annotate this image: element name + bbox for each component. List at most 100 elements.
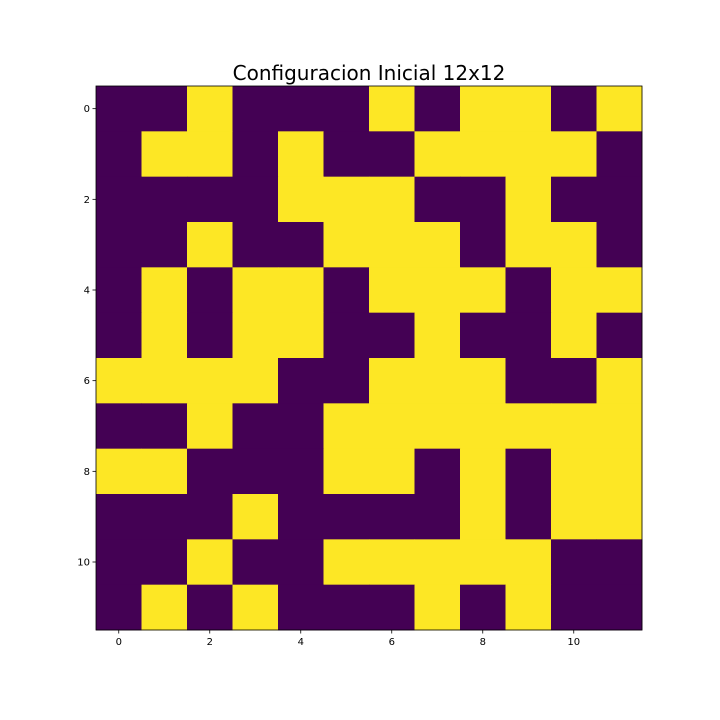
heatmap-cell (596, 494, 643, 540)
heatmap-cell (460, 131, 506, 178)
heatmap-cell (278, 312, 324, 359)
x-tick-label: 6 (389, 637, 395, 648)
x-tick-label: 8 (480, 637, 486, 648)
heatmap-cell (96, 403, 142, 450)
heatmap-cell (414, 86, 461, 132)
heatmap-cell (141, 131, 188, 178)
heatmap-cell (278, 584, 324, 631)
x-tick-label: 0 (116, 637, 122, 648)
heatmap-cell (369, 584, 415, 631)
heatmap-cell (596, 312, 643, 359)
heatmap-cell (141, 222, 188, 268)
heatmap-cell (596, 131, 643, 178)
heatmap-cell (505, 403, 552, 450)
heatmap-cell (323, 312, 370, 359)
heatmap-cell (551, 494, 597, 540)
heatmap-cell (369, 403, 415, 450)
heatmap-cell (460, 448, 506, 495)
heatmap-cell (551, 584, 597, 631)
heatmap-cell (141, 86, 188, 132)
heatmap-cell (323, 86, 370, 132)
heatmap-cell (323, 358, 370, 404)
heatmap-cell (551, 86, 597, 132)
heatmap-cell (551, 448, 597, 495)
heatmap-cell (369, 448, 415, 495)
heatmap-cell (551, 176, 597, 223)
heatmap-cell (369, 222, 415, 268)
heatmap-cell (460, 584, 506, 631)
heatmap-cell (505, 584, 552, 631)
y-tick-label: 8 (84, 467, 90, 478)
chart-title: Configuracion Inicial 12x12 (233, 61, 506, 85)
heatmap-cell (141, 312, 188, 359)
x-tick-label: 4 (298, 637, 304, 648)
heatmap-cell (96, 494, 142, 540)
heatmap-cell (596, 448, 643, 495)
heatmap-cell (141, 176, 188, 223)
heatmap-cell (141, 584, 188, 631)
heatmap-cell (232, 131, 279, 178)
heatmap-cell (96, 312, 142, 359)
x-tick-label: 10 (567, 637, 580, 648)
heatmap-cell (187, 131, 233, 178)
heatmap-cell (505, 86, 552, 132)
heatmap-cell (414, 312, 461, 359)
heatmap-cell (505, 312, 552, 359)
heatmap-cell (551, 131, 597, 178)
heatmap-cell (96, 131, 142, 178)
heatmap-cell (323, 539, 370, 586)
heatmap-cell (551, 312, 597, 359)
y-tick-label: 6 (84, 376, 90, 387)
heatmap-cell (323, 584, 370, 631)
heatmap-cell (596, 222, 643, 268)
plot-frame (95, 85, 643, 631)
heatmap-cell (551, 403, 597, 450)
heatmap-cell (96, 86, 142, 132)
heatmap-cell (323, 176, 370, 223)
heatmap-cell (141, 494, 188, 540)
heatmap-cell (460, 267, 506, 314)
heatmap-cell (187, 494, 233, 540)
heatmap-cell (460, 494, 506, 540)
heatmap-cell (596, 403, 643, 450)
y-tick-label: 0 (84, 104, 90, 115)
heatmap-cell (232, 176, 279, 223)
heatmap-cells (96, 86, 643, 631)
y-axis: 0 2 4 6 8 10 (77, 104, 96, 569)
heatmap-cell (460, 312, 506, 359)
heatmap-cell (596, 539, 643, 586)
heatmap-cell (232, 312, 279, 359)
heatmap-cell (414, 267, 461, 314)
heatmap-cell (596, 358, 643, 404)
heatmap-cell (232, 403, 279, 450)
heatmap-cell (96, 222, 142, 268)
heatmap-cell (232, 584, 279, 631)
heatmap-cell (187, 222, 233, 268)
heatmap-cell (414, 584, 461, 631)
heatmap-cell (278, 539, 324, 586)
heatmap-cell (187, 86, 233, 132)
heatmap-cell (187, 358, 233, 404)
heatmap-cell (505, 131, 552, 178)
heatmap-cell (278, 494, 324, 540)
heatmap-cell (232, 448, 279, 495)
heatmap-cell (232, 539, 279, 586)
heatmap-cell (278, 358, 324, 404)
heatmap-cell (596, 176, 643, 223)
heatmap-cell (505, 222, 552, 268)
heatmap-cell (323, 222, 370, 268)
heatmap-cell (141, 358, 188, 404)
heatmap-cell (323, 267, 370, 314)
x-tick-label: 2 (207, 637, 213, 648)
heatmap-cell (369, 86, 415, 132)
heatmap-cell (278, 403, 324, 450)
heatmap-cell (141, 403, 188, 450)
heatmap-cell (460, 86, 506, 132)
heatmap-cell (414, 448, 461, 495)
heatmap-cell (414, 539, 461, 586)
heatmap-cell (187, 403, 233, 450)
heatmap-cell (369, 131, 415, 178)
heatmap-cell (96, 584, 142, 631)
heatmap-cell (369, 539, 415, 586)
